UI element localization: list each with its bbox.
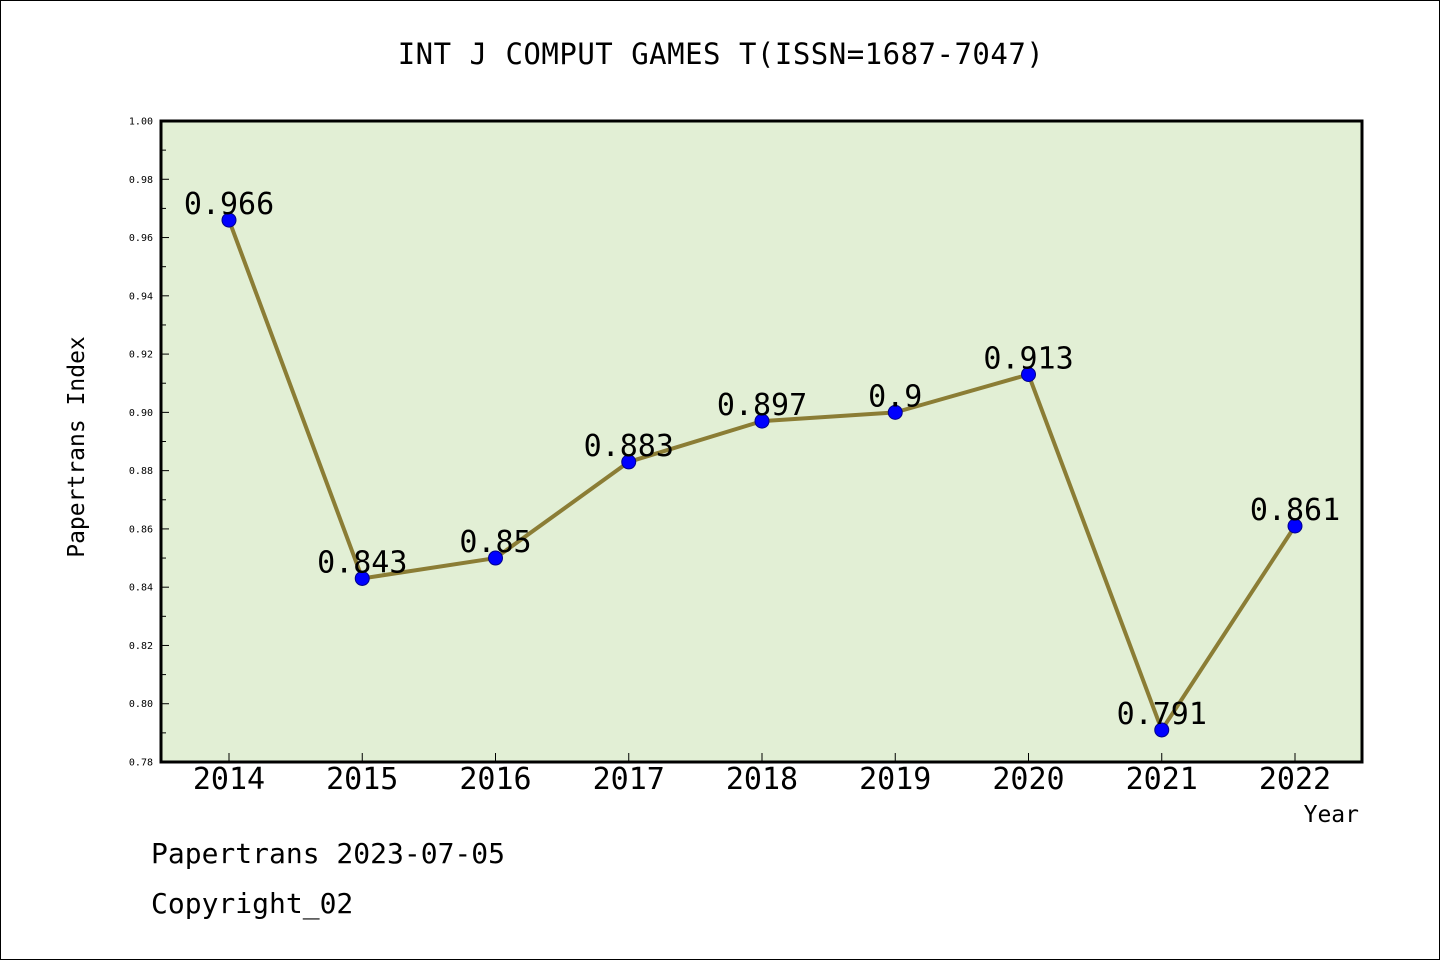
data-point [1287, 518, 1303, 534]
data-label: 0.913 [983, 341, 1073, 376]
footer-date: Papertrans 2023-07-05 [151, 837, 506, 870]
data-label: 0.966 [184, 187, 274, 222]
data-point [354, 570, 370, 586]
data-label: 0.9 [868, 379, 922, 414]
y-tick-label: 0.86 [129, 524, 153, 535]
y-tick-label: 1.00 [129, 117, 153, 128]
x-tick-label: 2015 [326, 762, 398, 797]
x-tick-label: 2022 [1259, 762, 1331, 797]
y-tick-label: 0.94 [129, 291, 153, 302]
x-tick-label: 2017 [593, 762, 665, 797]
data-point [221, 212, 237, 228]
data-label: 0.843 [317, 545, 407, 580]
x-tick-label: 2014 [193, 762, 265, 797]
data-label: 0.861 [1250, 493, 1340, 528]
y-tick-label: 0.98 [129, 175, 153, 186]
plot-area [161, 121, 1362, 762]
x-tick-label: 2019 [859, 762, 931, 797]
y-tick-label: 0.90 [129, 408, 153, 419]
data-point [754, 413, 770, 429]
chart-title: INT J COMPUT GAMES T(ISSN=1687-7047) [397, 37, 1045, 71]
x-tick-label: 2018 [726, 762, 798, 797]
y-tick-label: 0.80 [129, 699, 153, 710]
y-tick-label: 0.88 [129, 466, 153, 477]
data-point [887, 404, 903, 420]
x-axis-label: Year [1303, 802, 1359, 828]
data-point [1154, 722, 1170, 738]
y-tick-label: 0.78 [129, 758, 153, 769]
data-label: 0.883 [584, 429, 674, 464]
y-tick-label: 0.82 [129, 641, 153, 652]
data-label: 0.85 [459, 525, 531, 560]
x-tick-label: 2021 [1126, 762, 1198, 797]
x-tick-label: 2020 [992, 762, 1064, 797]
data-point [1021, 366, 1036, 382]
data-point [488, 550, 503, 566]
data-point [621, 454, 637, 470]
data-label: 0.791 [1117, 697, 1207, 732]
data-label: 0.897 [717, 388, 807, 423]
y-tick-label: 0.96 [129, 233, 153, 244]
footer-copyright: Copyright_02 [151, 887, 354, 920]
y-tick-label: 0.84 [129, 583, 153, 594]
y-tick-label: 0.92 [129, 350, 153, 361]
x-tick-label: 2016 [459, 762, 531, 797]
